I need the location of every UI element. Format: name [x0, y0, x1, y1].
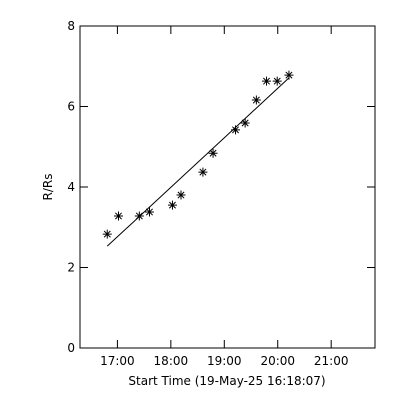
- x-tick-label: 21:00: [314, 354, 349, 368]
- data-point: [113, 211, 123, 221]
- x-axis-label: Start Time (19-May-25 16:18:07): [128, 374, 325, 388]
- y-tick-label: 8: [67, 19, 75, 33]
- x-tick-label: 18:00: [154, 354, 189, 368]
- y-tick-label: 4: [67, 180, 75, 194]
- y-tick-label: 2: [67, 261, 75, 275]
- data-point: [251, 95, 261, 105]
- data-point: [262, 76, 272, 86]
- data-point: [284, 70, 294, 80]
- x-tick-label: 17:00: [100, 354, 135, 368]
- fit-line: [106, 77, 290, 247]
- plot-frame: [79, 25, 376, 349]
- data-point: [176, 190, 186, 200]
- x-tick-label: 20:00: [260, 354, 295, 368]
- data-point: [208, 148, 218, 158]
- data-point: [167, 200, 177, 210]
- data-point: [198, 167, 208, 177]
- y-tick-label: 6: [67, 100, 75, 114]
- data-point: [144, 207, 154, 217]
- x-tick-label: 19:00: [207, 354, 242, 368]
- data-point: [134, 211, 144, 221]
- data-point: [240, 118, 250, 128]
- data-point: [272, 76, 282, 86]
- data-point: [231, 125, 241, 135]
- data-point: [102, 229, 112, 239]
- y-tick-label: 0: [67, 341, 75, 355]
- y-axis-label: R/Rs: [41, 174, 55, 201]
